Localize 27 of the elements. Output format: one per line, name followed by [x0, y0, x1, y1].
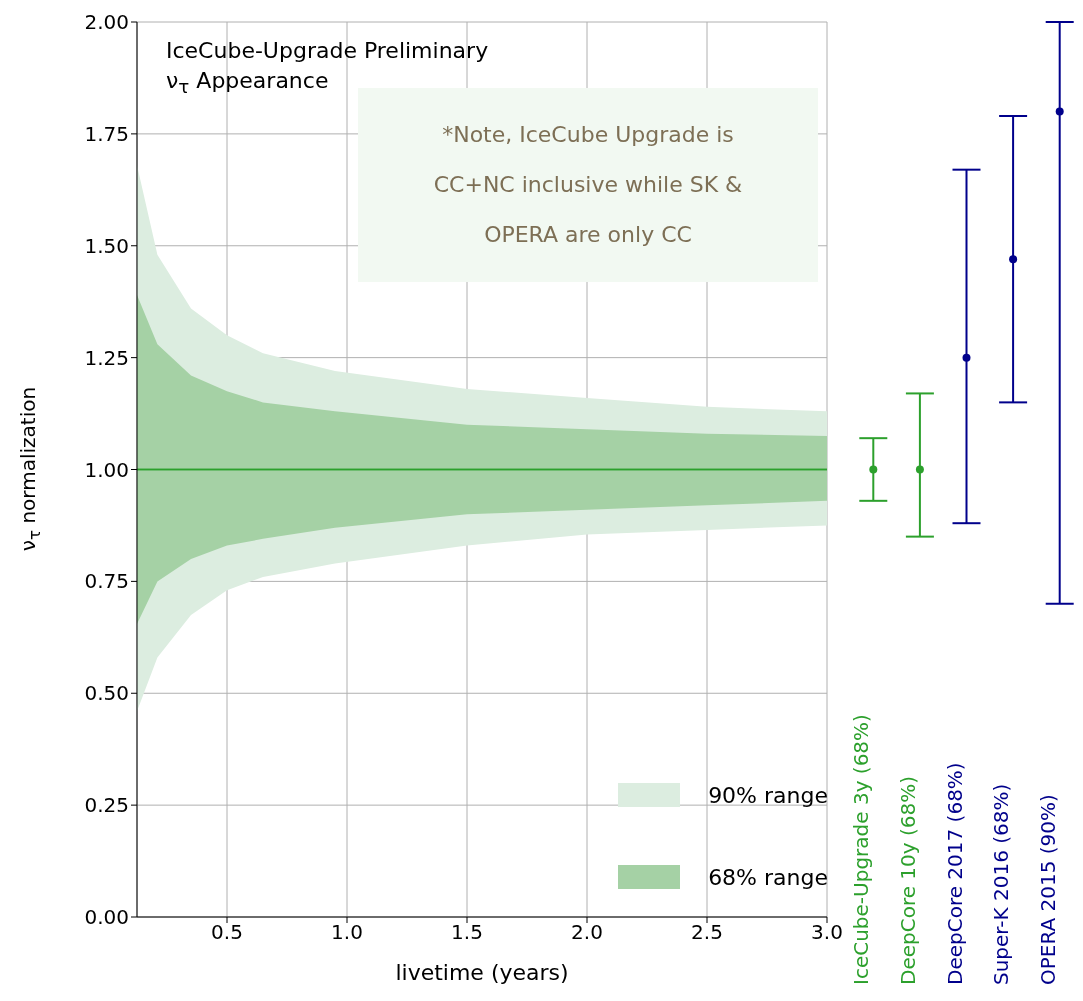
annotation: *Note, IceCube Upgrade is CC+NC inclusive while SK & OPERA are only CC: [432, 121, 744, 249]
y-tick-label: 1.50: [84, 233, 129, 258]
x-tick-label: 1.0: [331, 920, 363, 945]
y-tick-label: 1.75: [84, 121, 129, 146]
y-tick-label: 0.75: [84, 569, 129, 594]
x-tick-label: 2.5: [691, 920, 723, 945]
x-tick-label: DeepCore 10y (68%): [895, 775, 920, 985]
note-box: *Note, IceCube Upgrade is CC+NC inclusive while SK & OPERA are only CC: [358, 88, 818, 282]
x-tick-label: 2.0: [571, 920, 603, 945]
text: ν$_{τ}$ Appearance: [166, 68, 329, 98]
y-tick-label: 2.00: [84, 10, 129, 35]
y-tick-label: 1.00: [84, 457, 129, 482]
y-tick-label: 0.00: [84, 905, 129, 930]
y-tick-label: 1.25: [84, 345, 129, 370]
legend-label: 90% range: [708, 782, 828, 808]
x-tick-label: 3.0: [811, 920, 843, 945]
y-tick-label: 0.25: [84, 793, 129, 818]
y-tick-label: 0.50: [84, 681, 129, 706]
legend-label: 68% range: [708, 864, 828, 890]
text: IceCube-Upgrade Preliminary: [166, 38, 489, 63]
x-tick-label: DeepCore 2017 (68%): [942, 762, 967, 985]
x-tick-label: IceCube-Upgrade 3y (68%): [849, 714, 874, 985]
x-tick-label: 1.5: [451, 920, 483, 945]
x-axis-title: livetime (years): [394, 960, 570, 985]
x-tick-label: Super-K 2016 (68%): [989, 783, 1014, 985]
x-tick-label: 0.5: [211, 920, 243, 945]
x-tick-label: OPERA 2015 (90%): [1035, 794, 1060, 985]
